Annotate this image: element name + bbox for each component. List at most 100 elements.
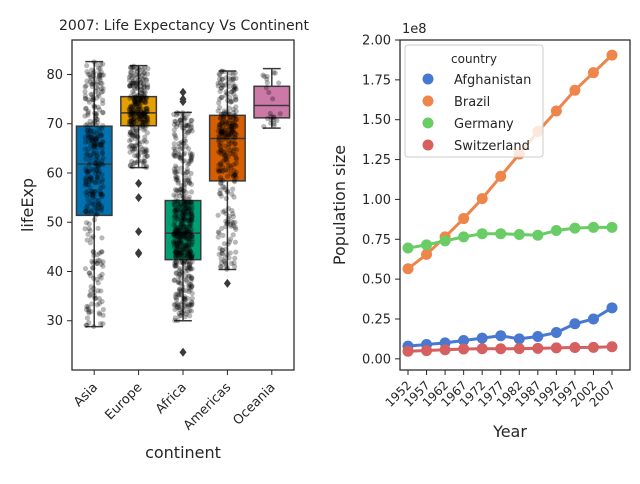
- strip-point: [182, 230, 188, 236]
- strip-point: [180, 198, 186, 204]
- strip-point: [172, 315, 178, 321]
- strip-point: [231, 119, 238, 125]
- strip-point: [185, 169, 191, 175]
- strip-point: [136, 115, 143, 122]
- strip-point: [89, 136, 95, 143]
- strip-point: [220, 184, 226, 190]
- strip-point: [219, 68, 225, 74]
- strip-point: [173, 240, 179, 246]
- strip-point: [176, 204, 182, 210]
- strip-point: [128, 110, 135, 117]
- strip-point: [131, 63, 137, 69]
- strip-point: [98, 133, 104, 139]
- strip-point: [189, 290, 195, 297]
- strip-point: [177, 271, 183, 277]
- strip-point: [134, 80, 140, 86]
- strip-point: [185, 229, 192, 235]
- strip-point: [219, 130, 225, 137]
- strip-point: [86, 99, 92, 105]
- strip-point: [181, 158, 188, 164]
- strip-point: [229, 207, 235, 214]
- strip-point: [188, 254, 194, 260]
- strip-point: [176, 239, 182, 245]
- strip-point: [225, 138, 232, 144]
- strip-point: [83, 152, 89, 158]
- strip-point: [177, 227, 184, 233]
- strip-point: [99, 80, 105, 87]
- strip-point: [183, 278, 189, 284]
- strip-point: [221, 110, 227, 116]
- strip-point: [179, 243, 186, 249]
- strip-point: [128, 104, 134, 111]
- strip-point: [189, 232, 195, 239]
- strip-point: [220, 83, 226, 89]
- strip-point: [129, 146, 135, 152]
- strip-point: [188, 308, 194, 314]
- strip-point: [228, 99, 234, 105]
- legend-label: Germany: [454, 117, 514, 132]
- outlier-marker: [179, 87, 187, 97]
- strip-point: [217, 115, 223, 121]
- strip-point: [85, 71, 92, 77]
- strip-point: [233, 132, 239, 138]
- strip-point: [84, 174, 90, 181]
- strip-point: [171, 111, 177, 117]
- strip-point: [223, 195, 229, 202]
- strip-point: [83, 322, 89, 328]
- strip-point: [184, 226, 190, 233]
- strip-point: [99, 142, 105, 148]
- strip-point: [128, 72, 134, 79]
- strip-point: [178, 288, 184, 294]
- strip-point: [188, 229, 194, 235]
- strip-point: [179, 211, 186, 217]
- strip-point: [220, 209, 226, 215]
- series-line: [407, 345, 613, 353]
- strip-point: [260, 72, 266, 78]
- strip-point: [186, 221, 193, 227]
- line-chart: 0.000.250.500.751.001.251.501.752.00 195…: [330, 22, 631, 441]
- strip-point: [175, 178, 181, 184]
- strip-point: [128, 106, 134, 112]
- strip-point: [139, 87, 145, 93]
- strip-point: [188, 122, 194, 128]
- strip-point: [133, 94, 139, 101]
- strip-point: [128, 114, 134, 120]
- strip-point: [84, 121, 90, 127]
- strip-point: [92, 135, 98, 141]
- strip-point: [220, 128, 226, 135]
- strip-point: [172, 249, 178, 255]
- strip-point: [97, 131, 104, 137]
- strip-point: [175, 231, 181, 237]
- strip-point: [188, 221, 194, 227]
- strip-point: [88, 177, 95, 183]
- strip-point: [143, 109, 150, 115]
- strip-point: [82, 146, 88, 152]
- strip-point: [264, 80, 270, 86]
- strip-point: [129, 131, 135, 138]
- strip-point: [92, 105, 98, 111]
- strip-point: [226, 239, 233, 245]
- series-point: [402, 242, 414, 254]
- strip-point: [89, 189, 95, 195]
- strip-point: [84, 151, 91, 157]
- strip-point: [188, 255, 194, 261]
- line-chart-frame: [399, 39, 631, 371]
- strip-point: [94, 175, 100, 181]
- strip-point: [223, 134, 230, 140]
- strip-point: [188, 189, 195, 195]
- strip-point: [228, 260, 234, 266]
- strip-point: [135, 92, 141, 99]
- strip-point: [89, 189, 95, 195]
- strip-point: [216, 71, 222, 77]
- strip-point: [229, 133, 235, 140]
- strip-point: [231, 146, 238, 152]
- strip-point: [140, 110, 146, 116]
- strip-point: [216, 138, 222, 144]
- strip-point: [186, 250, 192, 256]
- strip-point: [218, 131, 224, 137]
- strip-point: [100, 110, 106, 116]
- strip-point: [133, 142, 139, 149]
- strip-point: [181, 231, 187, 238]
- strip-point: [174, 230, 181, 236]
- strip-point: [217, 143, 223, 149]
